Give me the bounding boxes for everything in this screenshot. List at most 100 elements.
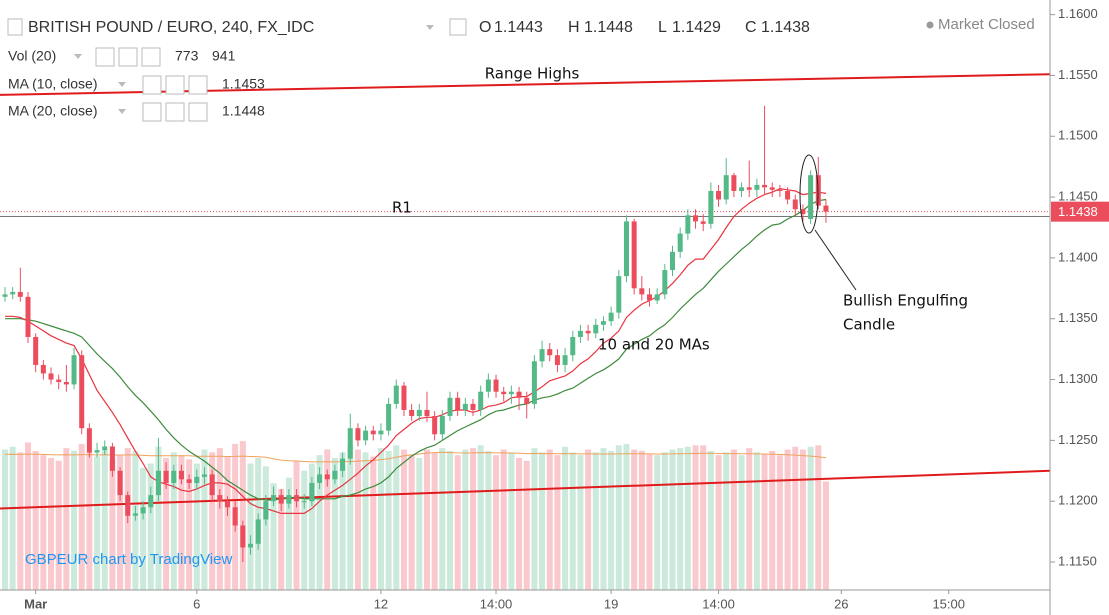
candle-body bbox=[278, 495, 284, 504]
candle-body bbox=[401, 385, 407, 410]
candle-body bbox=[723, 175, 729, 200]
candle-body bbox=[10, 291, 16, 295]
x-tick-label: 14:00 bbox=[480, 596, 513, 611]
volume-bar bbox=[508, 452, 515, 590]
candle-body bbox=[585, 330, 591, 334]
caret[interactable] bbox=[426, 25, 434, 30]
volume-bar bbox=[331, 457, 338, 590]
caret[interactable] bbox=[118, 109, 126, 114]
volume-bar bbox=[677, 448, 684, 590]
visibility-icon[interactable] bbox=[142, 102, 162, 122]
volume-bar bbox=[270, 483, 277, 590]
candle-body bbox=[424, 409, 430, 417]
remove-icon[interactable] bbox=[188, 102, 208, 122]
candle-body bbox=[432, 416, 438, 435]
candle-body bbox=[125, 495, 131, 516]
x-tick-label: 26 bbox=[834, 596, 848, 611]
candle-body bbox=[808, 175, 814, 219]
ohlc-value: 1.1448 bbox=[584, 19, 633, 36]
volume-bar bbox=[416, 457, 423, 590]
ma20-line bbox=[5, 198, 827, 501]
volume-bar bbox=[1, 449, 8, 590]
volume-bar bbox=[807, 446, 814, 590]
candle-body bbox=[708, 190, 714, 224]
candle-body bbox=[217, 495, 223, 502]
y-tick-label: 1.1550 bbox=[1058, 67, 1098, 82]
caret[interactable] bbox=[74, 54, 82, 59]
volume-bar bbox=[354, 449, 361, 590]
visibility-icon[interactable] bbox=[95, 47, 115, 67]
settings-icon[interactable] bbox=[165, 102, 185, 122]
candle-body bbox=[455, 397, 461, 410]
candle-body bbox=[240, 525, 246, 548]
candle-body bbox=[201, 474, 207, 477]
axes: 1.1150 1.1200 1.1250 1.1300 1.1350 1.1400 1.14… bbox=[24, 6, 1109, 611]
volume-bar bbox=[324, 449, 331, 590]
volume-bar bbox=[347, 445, 354, 590]
volume-bar bbox=[546, 449, 553, 590]
settings-icon[interactable] bbox=[118, 47, 138, 67]
caret[interactable] bbox=[118, 82, 126, 87]
volume-bar bbox=[684, 446, 691, 590]
y-tick-label: 1.1600 bbox=[1058, 6, 1098, 21]
volume-bar bbox=[776, 455, 783, 590]
volume-bar bbox=[9, 446, 16, 590]
x-tick-label: 12 bbox=[374, 596, 388, 611]
volume-bar bbox=[186, 459, 193, 590]
candle-body bbox=[670, 251, 676, 271]
symbol-icon[interactable] bbox=[7, 18, 23, 36]
volume-bar bbox=[408, 455, 415, 590]
volume-bar bbox=[562, 446, 569, 590]
candle-body bbox=[731, 175, 737, 191]
candle-body bbox=[148, 495, 154, 508]
candle-body bbox=[301, 501, 307, 503]
candle-body bbox=[171, 470, 177, 483]
volume-bar bbox=[531, 448, 538, 590]
volume-bar bbox=[86, 452, 93, 590]
candle-body bbox=[623, 221, 629, 277]
x-tick-label: 6 bbox=[193, 596, 200, 611]
volume-bar bbox=[385, 450, 392, 590]
volume-bar bbox=[692, 445, 699, 590]
volume-bar bbox=[178, 455, 185, 590]
volume-bar bbox=[239, 441, 246, 590]
volume-bar bbox=[730, 449, 737, 590]
volume-bar bbox=[707, 450, 714, 590]
market-status: Market Closed bbox=[938, 16, 1035, 33]
candle-body bbox=[209, 474, 215, 496]
volume-bar bbox=[55, 460, 62, 590]
candle-body bbox=[746, 187, 752, 190]
volume-bar bbox=[308, 463, 315, 590]
visibility-icon[interactable] bbox=[142, 75, 162, 95]
remove-icon[interactable] bbox=[141, 47, 161, 67]
volume-bar bbox=[78, 443, 85, 590]
annotation: Range Highs bbox=[485, 65, 580, 83]
ma10-label: MA (10, close) bbox=[8, 76, 97, 92]
candle-body bbox=[608, 312, 614, 322]
volume-bar bbox=[170, 452, 177, 590]
candle-body bbox=[63, 381, 69, 385]
settings-icon[interactable] bbox=[449, 18, 467, 36]
remove-icon[interactable] bbox=[188, 75, 208, 95]
ohlc-label: H bbox=[568, 19, 580, 36]
volume-bar bbox=[293, 460, 300, 590]
candle-body bbox=[140, 507, 146, 514]
settings-icon[interactable] bbox=[165, 75, 185, 95]
y-tick-label: 1.1450 bbox=[1058, 189, 1098, 204]
volume-bar bbox=[746, 448, 753, 590]
candle-body bbox=[547, 349, 553, 356]
candle-body bbox=[508, 391, 514, 395]
volume-bar bbox=[623, 443, 630, 590]
candle-body bbox=[48, 373, 54, 380]
candle-body bbox=[132, 513, 138, 516]
legend-header: BRITISH POUND / EURO, 240, FX_IDC O 1.14… bbox=[7, 16, 1035, 122]
last-price-box bbox=[1051, 201, 1109, 222]
annotation: R1 bbox=[392, 199, 412, 217]
volume-bar bbox=[447, 450, 453, 590]
volume-bar bbox=[822, 481, 829, 590]
volume-bar bbox=[17, 452, 24, 590]
candle-body bbox=[25, 296, 31, 337]
candle-body bbox=[378, 430, 384, 435]
candle-body bbox=[516, 391, 522, 398]
